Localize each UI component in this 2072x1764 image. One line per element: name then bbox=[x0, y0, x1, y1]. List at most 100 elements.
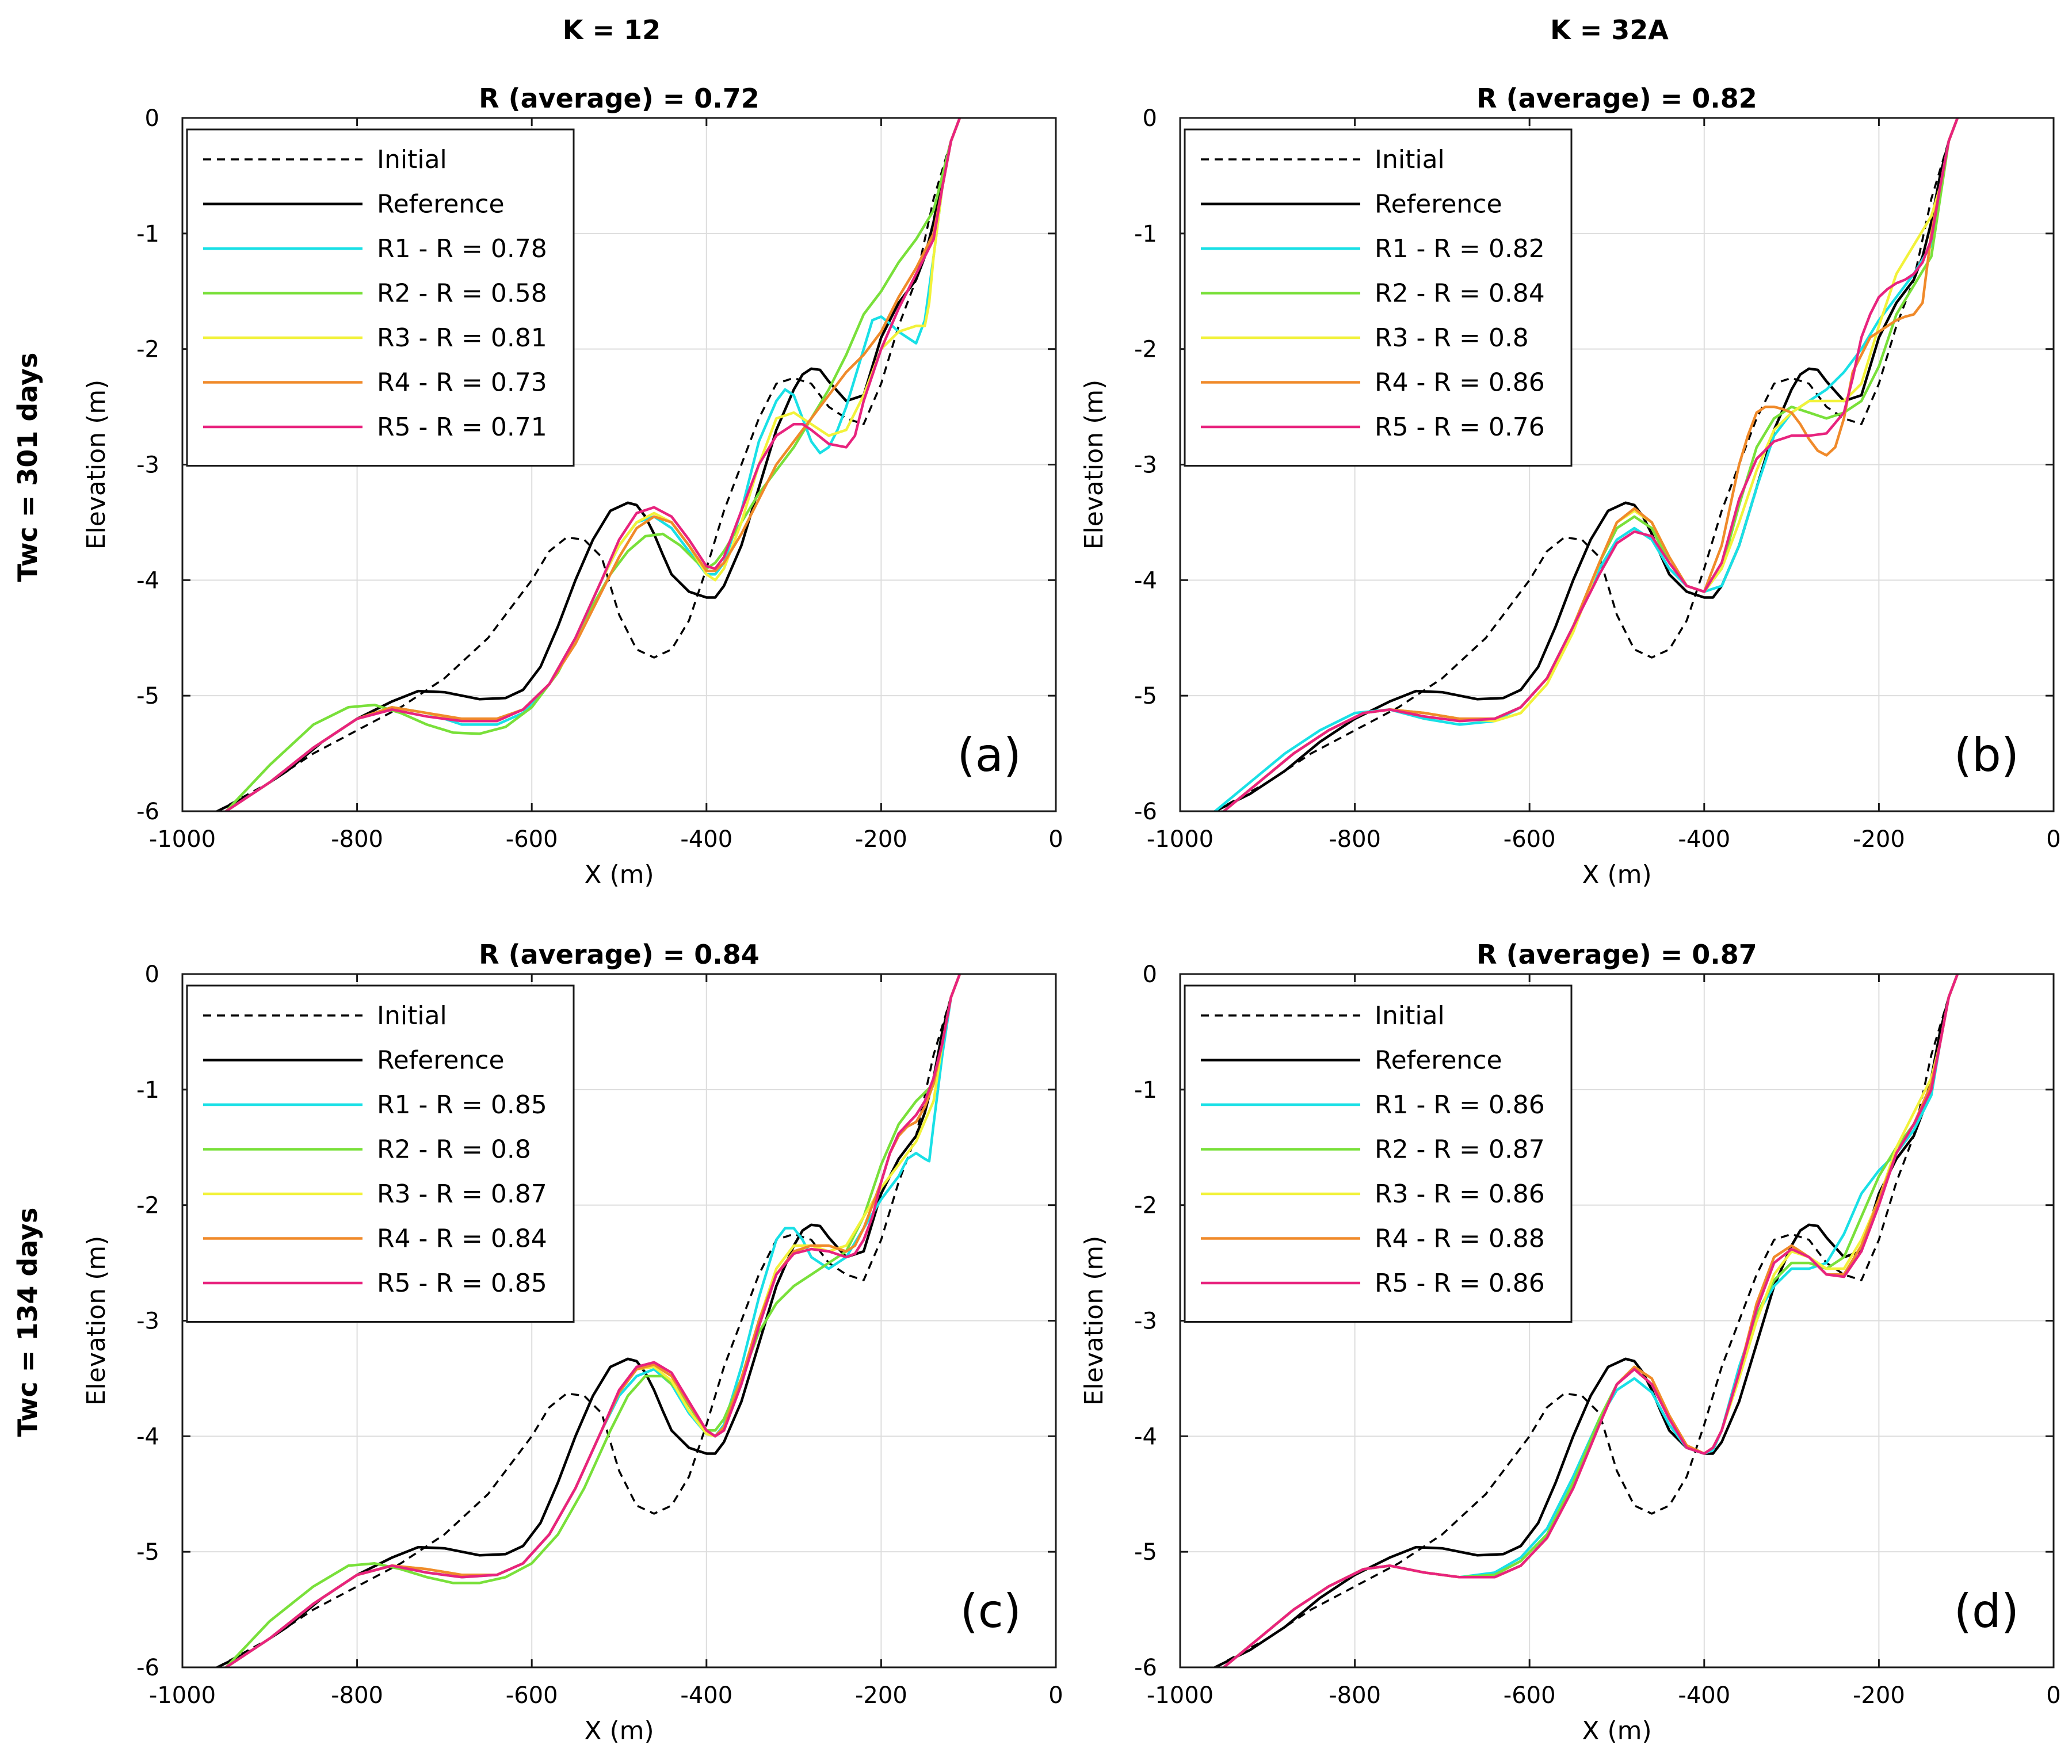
x-tick-label: -800 bbox=[331, 1682, 383, 1709]
legend-label-r3: R3 - R = 0.81 bbox=[377, 323, 547, 353]
legend-label-initial: Initial bbox=[377, 1001, 447, 1030]
y-tick-label: -3 bbox=[1134, 452, 1157, 479]
column-title-k12: K = 12 bbox=[563, 14, 661, 45]
x-tick-label: -1000 bbox=[1147, 1682, 1214, 1709]
x-tick-label: -800 bbox=[331, 826, 383, 853]
legend: Initial Reference R1 - R = 0.82 R2 - R = 0.… bbox=[1184, 128, 1573, 467]
column-title-k32a: K = 32A bbox=[1550, 14, 1669, 45]
series-line-r5 bbox=[1222, 118, 1959, 811]
series-group bbox=[1214, 118, 1959, 811]
legend-label-reference: Reference bbox=[1375, 190, 1502, 219]
panel-letter: (a) bbox=[957, 728, 1021, 782]
x-tick-label: -1000 bbox=[149, 1682, 216, 1709]
panel-letter: (c) bbox=[960, 1584, 1021, 1638]
legend-box bbox=[1184, 128, 1573, 467]
y-tick-label: -5 bbox=[136, 683, 159, 709]
legend-label-r5: R5 - R = 0.76 bbox=[1375, 413, 1545, 442]
series-line-reference bbox=[216, 118, 961, 811]
legend-label-r2: R2 - R = 0.87 bbox=[1375, 1135, 1545, 1164]
series-group bbox=[216, 974, 961, 1667]
y-tick-label: -2 bbox=[1134, 1193, 1157, 1219]
y-tick-label: -6 bbox=[136, 799, 159, 825]
x-tick-label: 0 bbox=[2046, 826, 2060, 853]
y-axis-label: Elevation (m) bbox=[1079, 1236, 1109, 1406]
y-tick-label: -4 bbox=[1134, 1423, 1157, 1450]
x-tick-label: -1000 bbox=[1147, 826, 1214, 853]
legend-label-r2: R2 - R = 0.84 bbox=[1375, 279, 1545, 308]
x-axis-label: X (m) bbox=[1582, 1716, 1651, 1746]
x-tick-label: -200 bbox=[1853, 826, 1905, 853]
legend-label-r5: R5 - R = 0.86 bbox=[1375, 1269, 1545, 1298]
x-tick-label: 0 bbox=[1048, 826, 1063, 853]
y-tick-label: 0 bbox=[1143, 105, 1157, 132]
row-title-twc-301: Twc = 301 days bbox=[12, 353, 43, 582]
series-line-initial bbox=[1214, 118, 1959, 811]
legend-label-r1: R1 - R = 0.82 bbox=[1375, 234, 1545, 264]
panel-b: -1000 -800 -600 -400 -200 0 0 -1 -2 -3 -4 -5 -6 R (av… bbox=[1079, 83, 2061, 889]
legend-label-reference: Reference bbox=[1375, 1046, 1502, 1075]
chart-title: R (average) = 0.72 bbox=[479, 83, 760, 114]
legend-label-r3: R3 - R = 0.87 bbox=[377, 1179, 547, 1209]
series-line-r5 bbox=[1222, 974, 1959, 1667]
y-tick-label: -5 bbox=[1134, 1539, 1157, 1566]
x-tick-label: -200 bbox=[1853, 1682, 1905, 1709]
y-tick-label: -1 bbox=[1134, 1077, 1157, 1104]
legend-label-r1: R1 - R = 0.85 bbox=[377, 1090, 547, 1120]
legend-label-reference: Reference bbox=[377, 1046, 505, 1075]
x-tick-label: -600 bbox=[1504, 826, 1556, 853]
legend-label-r1: R1 - R = 0.86 bbox=[1375, 1090, 1545, 1120]
panel-d: -1000 -800 -600 -400 -200 0 0 -1 -2 -3 -4 -5 -6 R (av… bbox=[1079, 939, 2061, 1746]
y-axis-label: Elevation (m) bbox=[82, 380, 111, 550]
y-tick-label: -6 bbox=[1134, 799, 1157, 825]
legend-box bbox=[186, 128, 575, 467]
legend-label-r4: R4 - R = 0.84 bbox=[377, 1224, 547, 1254]
y-tick-label: -5 bbox=[136, 1539, 159, 1566]
y-tick-label: -4 bbox=[1134, 567, 1157, 594]
panel-a: -1000 -800 -600 -400 -200 0 0 -1 -2 -3 -4 -5 -6 R (av… bbox=[82, 83, 1063, 889]
legend-label-r1: R1 - R = 0.78 bbox=[377, 234, 547, 264]
legend-label-r2: R2 - R = 0.8 bbox=[377, 1135, 531, 1164]
series-line-r5 bbox=[224, 118, 961, 811]
chart-title: R (average) = 0.84 bbox=[479, 939, 760, 970]
legend: Initial Reference R1 - R = 0.86 R2 - R = 0.… bbox=[1184, 984, 1573, 1323]
legend-label-r4: R4 - R = 0.73 bbox=[377, 368, 547, 398]
panel-c: -1000 -800 -600 -400 -200 0 0 -1 -2 -3 -4 -5 -6 R (av… bbox=[82, 939, 1063, 1746]
legend: Initial Reference R1 - R = 0.85 R2 - R = 0.… bbox=[186, 984, 575, 1323]
x-tick-label: -600 bbox=[506, 1682, 558, 1709]
series-line-initial bbox=[216, 118, 961, 811]
y-tick-label: -2 bbox=[136, 1193, 159, 1219]
legend-label-r5: R5 - R = 0.85 bbox=[377, 1269, 547, 1298]
x-tick-label: -400 bbox=[680, 1682, 732, 1709]
series-line-r4 bbox=[224, 118, 961, 811]
x-tick-label: 0 bbox=[1048, 1682, 1063, 1709]
series-line-reference bbox=[1214, 118, 1959, 811]
chart-title: R (average) = 0.82 bbox=[1476, 83, 1757, 114]
x-tick-label: -1000 bbox=[149, 826, 216, 853]
x-tick-label: -200 bbox=[855, 1682, 907, 1709]
legend-label-initial: Initial bbox=[1375, 145, 1445, 174]
y-tick-label: 0 bbox=[145, 105, 159, 132]
x-tick-label: -800 bbox=[1329, 1682, 1381, 1709]
series-line-r2 bbox=[224, 118, 961, 811]
y-tick-label: -2 bbox=[136, 337, 159, 363]
x-tick-label: -400 bbox=[1678, 1682, 1730, 1709]
y-tick-label: 0 bbox=[145, 961, 159, 988]
series-line-initial bbox=[1214, 974, 1959, 1667]
legend-label-r3: R3 - R = 0.8 bbox=[1375, 323, 1529, 353]
y-axis-label: Elevation (m) bbox=[1079, 380, 1109, 550]
y-tick-label: 0 bbox=[1143, 961, 1157, 988]
legend-label-initial: Initial bbox=[377, 145, 447, 174]
series-group bbox=[1214, 974, 1959, 1667]
y-tick-label: -3 bbox=[136, 452, 159, 479]
y-tick-label: -5 bbox=[1134, 683, 1157, 709]
x-axis-label: X (m) bbox=[584, 860, 654, 889]
legend-label-initial: Initial bbox=[1375, 1001, 1445, 1030]
legend-label-r5: R5 - R = 0.71 bbox=[377, 413, 547, 442]
x-tick-label: -400 bbox=[680, 826, 732, 853]
legend-label-r3: R3 - R = 0.86 bbox=[1375, 1179, 1545, 1209]
y-tick-label: -4 bbox=[136, 1423, 159, 1450]
legend: Initial Reference R1 - R = 0.78 R2 - R = 0.… bbox=[186, 128, 575, 467]
legend-label-r4: R4 - R = 0.86 bbox=[1375, 368, 1545, 398]
y-axis-label: Elevation (m) bbox=[82, 1236, 111, 1406]
